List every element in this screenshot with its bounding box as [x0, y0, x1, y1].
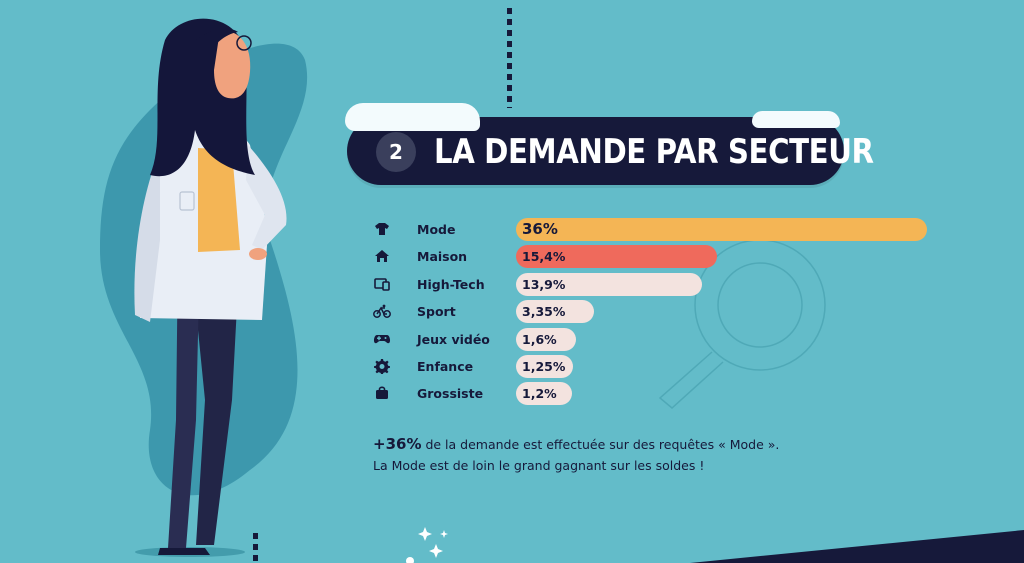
bag-icon [372, 384, 392, 402]
dashed-connector-top [507, 8, 512, 108]
bar-devices [516, 272, 702, 296]
devices-icon [372, 275, 392, 293]
footnote-line1: de la demande est effectuée sur des requ… [421, 437, 780, 452]
footnote-highlight: +36% [373, 435, 422, 453]
snow-cap-right [752, 111, 840, 128]
value-label: 13,9% [522, 276, 566, 292]
category-label: Enfance [417, 359, 474, 374]
snow-cap-left [345, 103, 480, 131]
bar-bag [516, 382, 572, 406]
value-label: 3,35% [522, 304, 566, 320]
house-icon [372, 247, 392, 265]
value-label: 15,4% [522, 249, 566, 265]
category-label: Sport [417, 304, 456, 320]
dashed-connector-bottom [253, 533, 258, 563]
category-label: Jeux vidéo [417, 331, 490, 347]
category-label: Maison [417, 249, 468, 265]
section-number-badge: 2 [376, 132, 416, 172]
category-label: Mode [417, 222, 456, 237]
category-label: Grossiste [417, 386, 484, 402]
bar-bicycle [516, 300, 594, 324]
bar-gamepad [516, 327, 576, 351]
page-title: LA DEMANDE PAR SECTEUR [434, 132, 874, 172]
value-label: 1,2% [522, 386, 557, 402]
doctor-character [134, 18, 287, 557]
bicycle-icon [372, 302, 392, 320]
chart-footnote: +36% de la demande est effectuée sur des… [373, 434, 933, 476]
sparkle-icon [406, 527, 448, 563]
footnote-line2: La Mode est de loin le grand gagnant sur… [373, 458, 705, 473]
value-label: 36% [522, 220, 558, 238]
corner-shape [690, 530, 1024, 563]
gamepad-icon [372, 330, 392, 348]
value-label: 1,6% [522, 331, 557, 347]
category-label: High-Tech [417, 276, 485, 292]
bar-house [516, 245, 717, 269]
tshirt-icon [372, 220, 392, 238]
bar-gear [516, 355, 573, 378]
gear-icon [372, 357, 392, 375]
bar-tshirt [516, 218, 927, 241]
value-label: 1,25% [522, 359, 566, 374]
